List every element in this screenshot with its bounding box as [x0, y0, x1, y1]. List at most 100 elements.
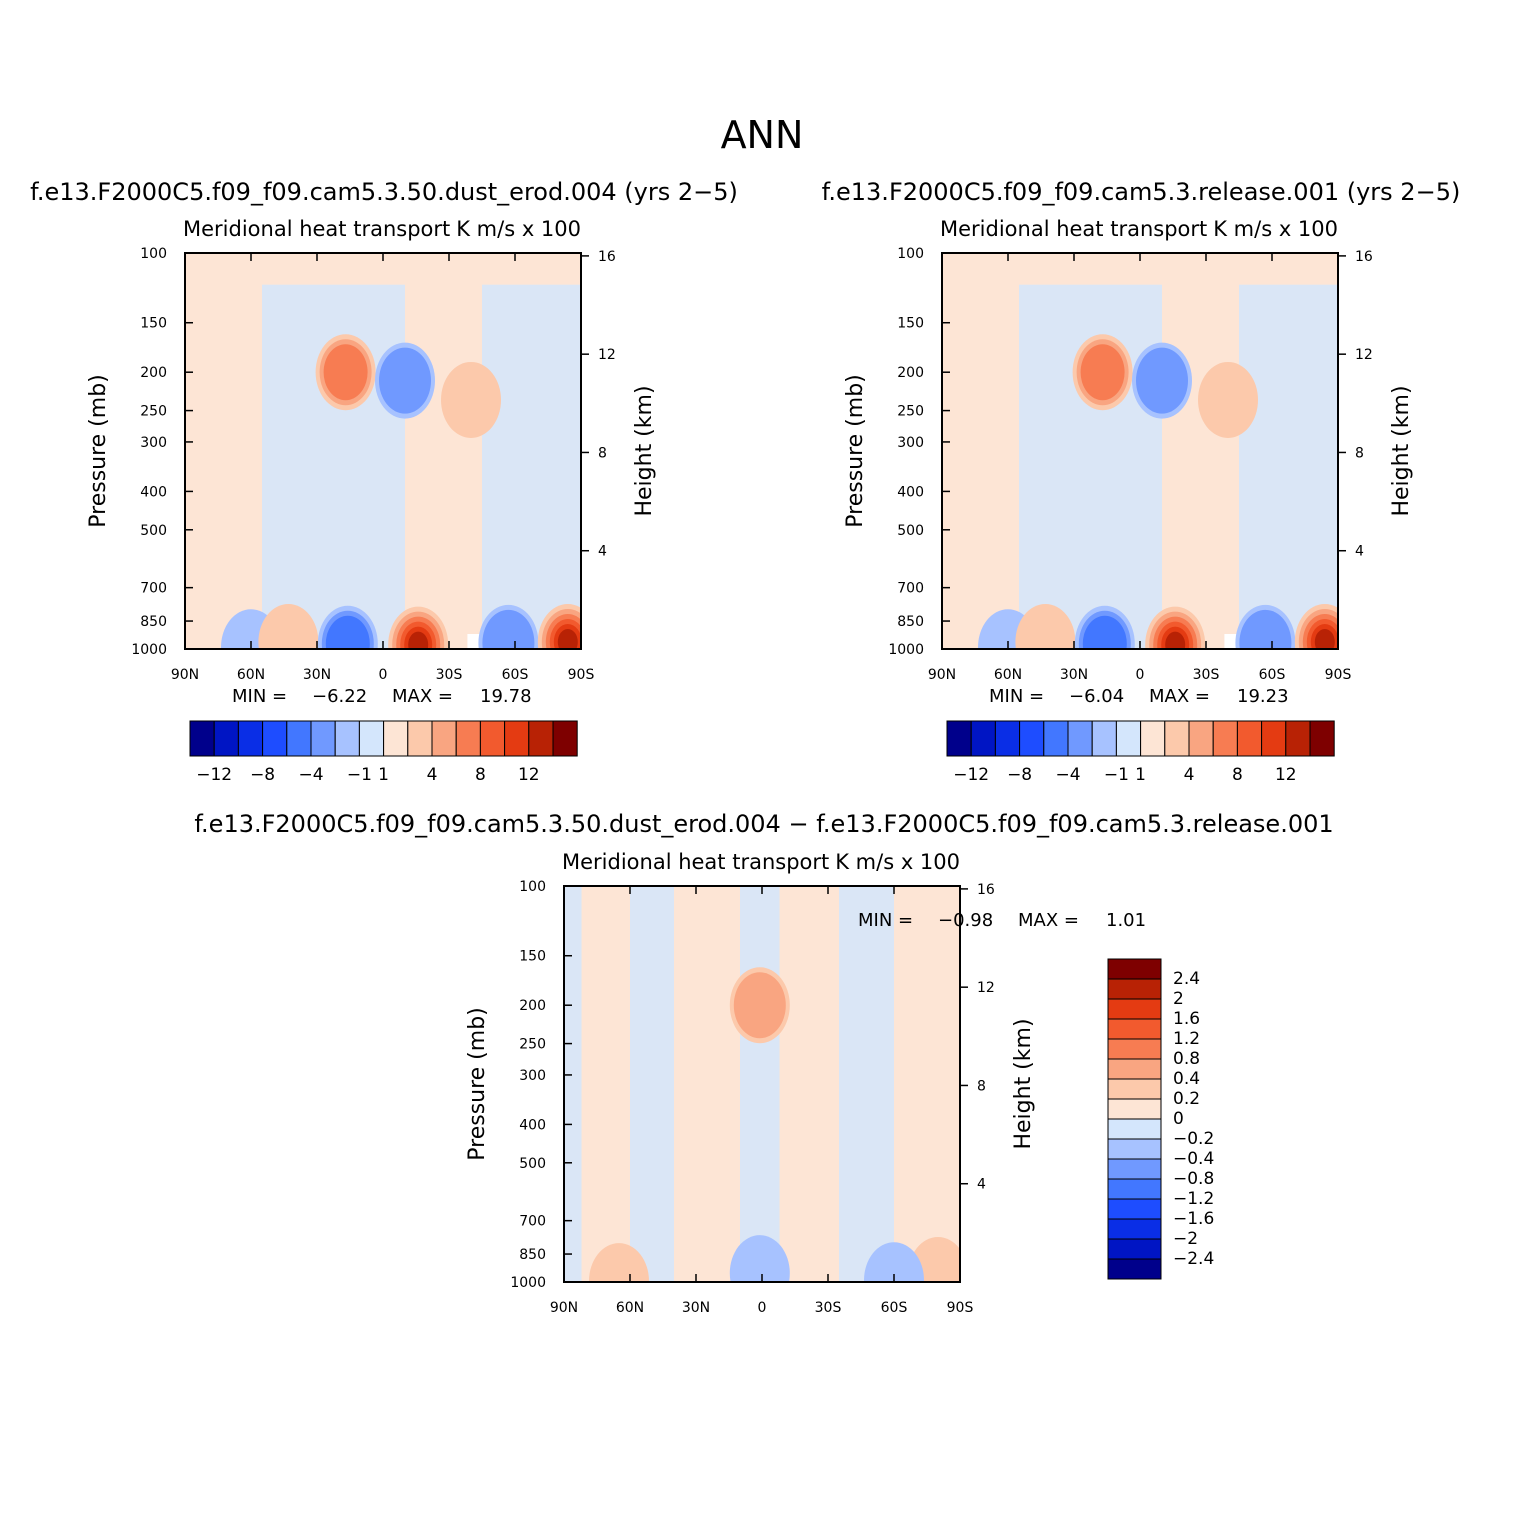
- colorbar-box: [1107, 1038, 1162, 1060]
- colorbar-box: [1091, 720, 1117, 757]
- contour-band: [1305, 284, 1338, 649]
- min-value: −6.22: [312, 686, 367, 707]
- min-label: MIN =: [858, 910, 913, 931]
- colorbar-label: 12: [518, 765, 540, 785]
- colorbar-box: [1261, 720, 1287, 757]
- colorbar-label: 0.2: [1173, 1089, 1200, 1109]
- y-tick-label: 300: [897, 435, 924, 451]
- max-value: 1.01: [1106, 910, 1146, 931]
- right-tick-label: 12: [1355, 347, 1373, 363]
- y-axis-label: Pressure (mb): [843, 374, 868, 528]
- colorbar-box: [1285, 720, 1311, 757]
- colorbar-label: 8: [1232, 765, 1243, 785]
- colorbar-label: −4: [1055, 765, 1080, 785]
- contour-level: [325, 615, 370, 649]
- panel-title: f.e13.F2000C5.f09_f09.cam5.3.50.dust_ero…: [30, 178, 738, 206]
- contour-band: [630, 886, 674, 1282]
- contour-band: [986, 284, 1019, 649]
- colorbar: 2.421.61.20.80.40.20−0.2−0.4−0.8−1.2−1.6…: [1107, 958, 1214, 1280]
- colorbar-box: [1212, 720, 1238, 757]
- panel-subtitle-left: Meridional heat transport: [940, 217, 1207, 241]
- panel-title: f.e13.F2000C5.f09_f09.cam5.3.release.001…: [822, 178, 1461, 206]
- panel-title: f.e13.F2000C5.f09_f09.cam5.3.50.dust_ero…: [194, 810, 1333, 838]
- y-tick-label: 200: [897, 365, 924, 381]
- x-tick-label: 60N: [994, 667, 1022, 683]
- contour-field: [185, 253, 581, 649]
- min-label: MIN =: [989, 686, 1044, 707]
- contour-band: [779, 886, 839, 1282]
- x-tick-label: 0: [758, 1300, 767, 1316]
- colorbar-label: −4: [298, 765, 323, 785]
- y-tick-label: 400: [140, 484, 167, 500]
- colorbar-box: [1309, 720, 1335, 757]
- colorbar-label: 4: [427, 765, 438, 785]
- colorbar-box: [189, 720, 215, 757]
- contour-level: [864, 1242, 924, 1282]
- colorbar-label: 2: [1173, 989, 1184, 1009]
- colorbar-box: [262, 720, 288, 757]
- contour-level: [733, 972, 786, 1039]
- colorbar-box: [1115, 720, 1142, 757]
- x-tick-label: 60N: [237, 667, 265, 683]
- colorbar-box: [213, 720, 239, 757]
- colorbar-label: 0: [1173, 1109, 1184, 1129]
- y-tick-label: 850: [140, 614, 167, 630]
- colorbar-box: [383, 720, 409, 757]
- contour-band: [894, 886, 960, 1282]
- y-tick-label: 250: [897, 404, 924, 420]
- colorbar-label: 2.4: [1173, 969, 1200, 989]
- contour-level: [323, 344, 368, 401]
- contour-level: [1239, 609, 1292, 649]
- right-tick-label: 16: [598, 249, 616, 265]
- contour-band: [1019, 284, 1074, 649]
- colorbar-label: −0.4: [1173, 1149, 1214, 1169]
- colorbar-label: −1: [1104, 765, 1129, 785]
- colorbar-box: [407, 720, 433, 757]
- right-tick-label: 4: [598, 544, 607, 560]
- panel-subtitle-right: K m/s x 100: [835, 850, 960, 874]
- y-tick-label: 150: [897, 316, 924, 332]
- panel-release: f.e13.F2000C5.f09_f09.cam5.3.release.001…: [822, 178, 1461, 785]
- max-value: 19.78: [480, 686, 532, 707]
- y-tick-label: 850: [519, 1247, 546, 1263]
- colorbar-label: −12: [953, 765, 989, 785]
- colorbar-label: −8: [250, 765, 275, 785]
- colorbar-box: [455, 720, 481, 757]
- y-tick-label: 400: [519, 1117, 546, 1133]
- colorbar-box: [1107, 1258, 1162, 1280]
- right-tick-label: 16: [977, 882, 995, 898]
- colorbar-label: 1: [1135, 765, 1146, 785]
- contour-band: [262, 284, 317, 649]
- contour-band: [581, 886, 630, 1282]
- colorbar-box: [1107, 1078, 1162, 1100]
- colorbar-box: [1043, 720, 1069, 757]
- right-tick-label: 16: [1355, 249, 1373, 265]
- max-value: 19.23: [1237, 686, 1289, 707]
- x-tick-label: 60S: [1259, 667, 1286, 683]
- colorbar-label: 1.6: [1173, 1009, 1200, 1029]
- contour-level: [1165, 631, 1186, 649]
- colorbar-box: [504, 720, 530, 757]
- contour-level: [1314, 628, 1335, 649]
- x-tick-label: 60S: [881, 1300, 908, 1316]
- contour-band: [548, 284, 581, 649]
- colorbar-box: [552, 720, 578, 757]
- right-tick-label: 8: [977, 1078, 986, 1094]
- colorbar-box: [1107, 1218, 1162, 1240]
- colorbar-label: −2.4: [1173, 1249, 1214, 1269]
- colorbar-box: [1140, 720, 1166, 757]
- colorbar-box: [946, 720, 972, 757]
- x-tick-label: 60S: [502, 667, 529, 683]
- colorbar-box: [1107, 1098, 1162, 1120]
- colorbar-label: −0.8: [1173, 1169, 1214, 1189]
- colorbar-box: [1107, 1198, 1162, 1220]
- y-tick-label: 200: [140, 365, 167, 381]
- colorbar-box: [1107, 1138, 1162, 1160]
- x-tick-label: 90S: [1325, 667, 1352, 683]
- y-tick-label: 700: [140, 581, 167, 597]
- contour-level: [258, 603, 319, 649]
- colorbar-label: 0.8: [1173, 1049, 1200, 1069]
- contour-band: [740, 886, 780, 1282]
- right-tick-label: 12: [977, 980, 995, 996]
- colorbar-box: [1236, 720, 1263, 757]
